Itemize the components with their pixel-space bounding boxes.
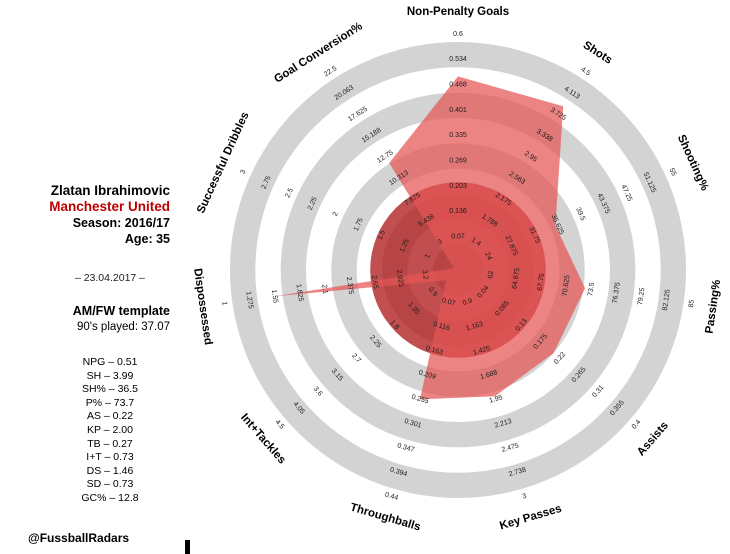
tick-label: 0.401 [449,107,467,114]
axis-label: Shots [581,39,614,66]
tick-label: 1.4 [470,237,482,248]
tick-label: 0.347 [396,442,415,454]
tick-label: 2.925 [395,269,404,287]
axis-label: Key Passes [498,503,563,533]
tick-label: 0.163 [425,345,444,357]
tick-label: 1.5 [377,229,387,241]
tick-label: 3 [437,238,444,246]
tick-label: 0.9 [427,286,439,298]
nineties-played-label: 90's played: 37.07 [77,321,170,333]
corner-mark [185,540,190,554]
tick-label: 3.6 [312,386,324,398]
tick-label: 2.65 [370,275,379,290]
tick-label: 2.738 [508,467,527,479]
tick-label: 0.07 [451,234,465,241]
tick-label: 0.468 [449,82,467,89]
tick-label: 1.95 [488,394,503,405]
tick-label: 1.688 [479,369,498,381]
tick-label: 79.25 [637,287,646,305]
tick-label: 1.825 [295,284,304,302]
tick-label: 64.875 [511,267,521,289]
tick-label: 1 [220,301,227,306]
tick-label: 2.375 [345,276,354,294]
radar-polygon [274,76,586,400]
tick-label: 1 [424,253,432,260]
tick-label: 1.425 [472,345,491,357]
tick-label: 55 [668,167,678,177]
player-info-block: Zlatan Ibrahimovic Manchester United Sea… [12,183,170,247]
tick-label: 4.5 [274,419,286,431]
tick-label: 0.335 [449,132,467,139]
axis-label: Passing% [704,279,724,334]
template-label: AM/FW template [72,304,170,318]
tick-label: 3 [240,169,248,176]
stat-line: DS – 1.46 [86,464,134,477]
tick-label: 0.255 [411,394,430,406]
tick-label: 0.209 [418,369,437,381]
stat-line: NPG – 0.51 [82,356,138,368]
tick-label: 2.7 [350,352,362,364]
tick-label: 1.275 [244,291,253,309]
player-name: Zlatan Ibrahimovic [50,183,170,198]
tick-label: 1.163 [465,321,484,333]
tick-label: 85 [688,299,696,308]
tick-label: 73.5 [587,282,596,297]
tick-label: 2 [332,211,340,218]
tick-label: 67.75 [537,273,546,291]
tick-label: 0.4 [631,419,643,431]
axis-label: Throughballs [349,501,422,533]
tick-label: 82.125 [662,289,672,311]
stat-line: SH – 3.99 [86,369,134,382]
tick-label: 3 [522,493,528,501]
stat-line: TB – 0.27 [87,437,133,450]
tick-label: 0.07 [441,297,456,308]
tick-label: 0.301 [403,418,422,430]
tick-label: 0.394 [389,467,408,479]
tick-label: 22.5 [323,65,338,78]
tick-label: 0.269 [449,158,467,165]
tick-label: 0.9 [462,298,473,307]
axis-label: Non-Penalty Goals [407,6,509,18]
stat-line: AS – 0.22 [86,410,134,423]
stat-line: SD – 0.73 [86,478,134,491]
stat-line: GC% – 12.8 [81,491,139,504]
stat-summary-list: NPG – 0.51 SH – 3.99 SH% – 36.5 P% – 73.7 AS… [30,356,190,506]
season-label: Season: 2016/17 [72,216,170,230]
axis-label: Shooting% [675,133,711,193]
tick-label: 2.5 [285,187,295,199]
tick-label: 62 [487,270,495,279]
tick-label: 76.375 [612,282,622,304]
age-label: Age: 35 [124,232,170,246]
template-block: AM/FW template 90's played: 37.07 [12,303,170,335]
stat-line: I+T – 0.73 [86,451,134,464]
axis-label: Dispossessed [191,268,214,346]
tick-label: 1.55 [270,289,279,304]
tick-label: 0.203 [449,183,467,190]
tick-label: 1.8 [388,319,400,331]
tick-label: 0.116 [432,321,450,333]
tick-label: 0.136 [449,208,467,215]
tick-label: 24 [483,251,493,261]
tick-label: 0.44 [384,491,399,502]
stat-line: SH% – 36.5 [81,383,139,396]
tick-label: 0.6 [453,31,463,38]
credit-handle: @FussballRadars [28,531,130,545]
tick-label: 70.625 [562,274,572,296]
stat-line: P% – 73.7 [85,396,135,409]
tick-label: 2.475 [501,442,520,454]
tick-label: 0.534 [449,56,467,63]
tick-label: 2.1 [320,284,328,295]
tick-label: 4.5 [579,66,591,77]
date-label: – 23.04.2017 – [74,272,146,284]
team-name: Manchester United [49,199,170,214]
tick-label: 3.2 [421,269,429,280]
stat-line: KP – 2.00 [87,423,133,436]
tick-label: 2.213 [494,418,513,430]
